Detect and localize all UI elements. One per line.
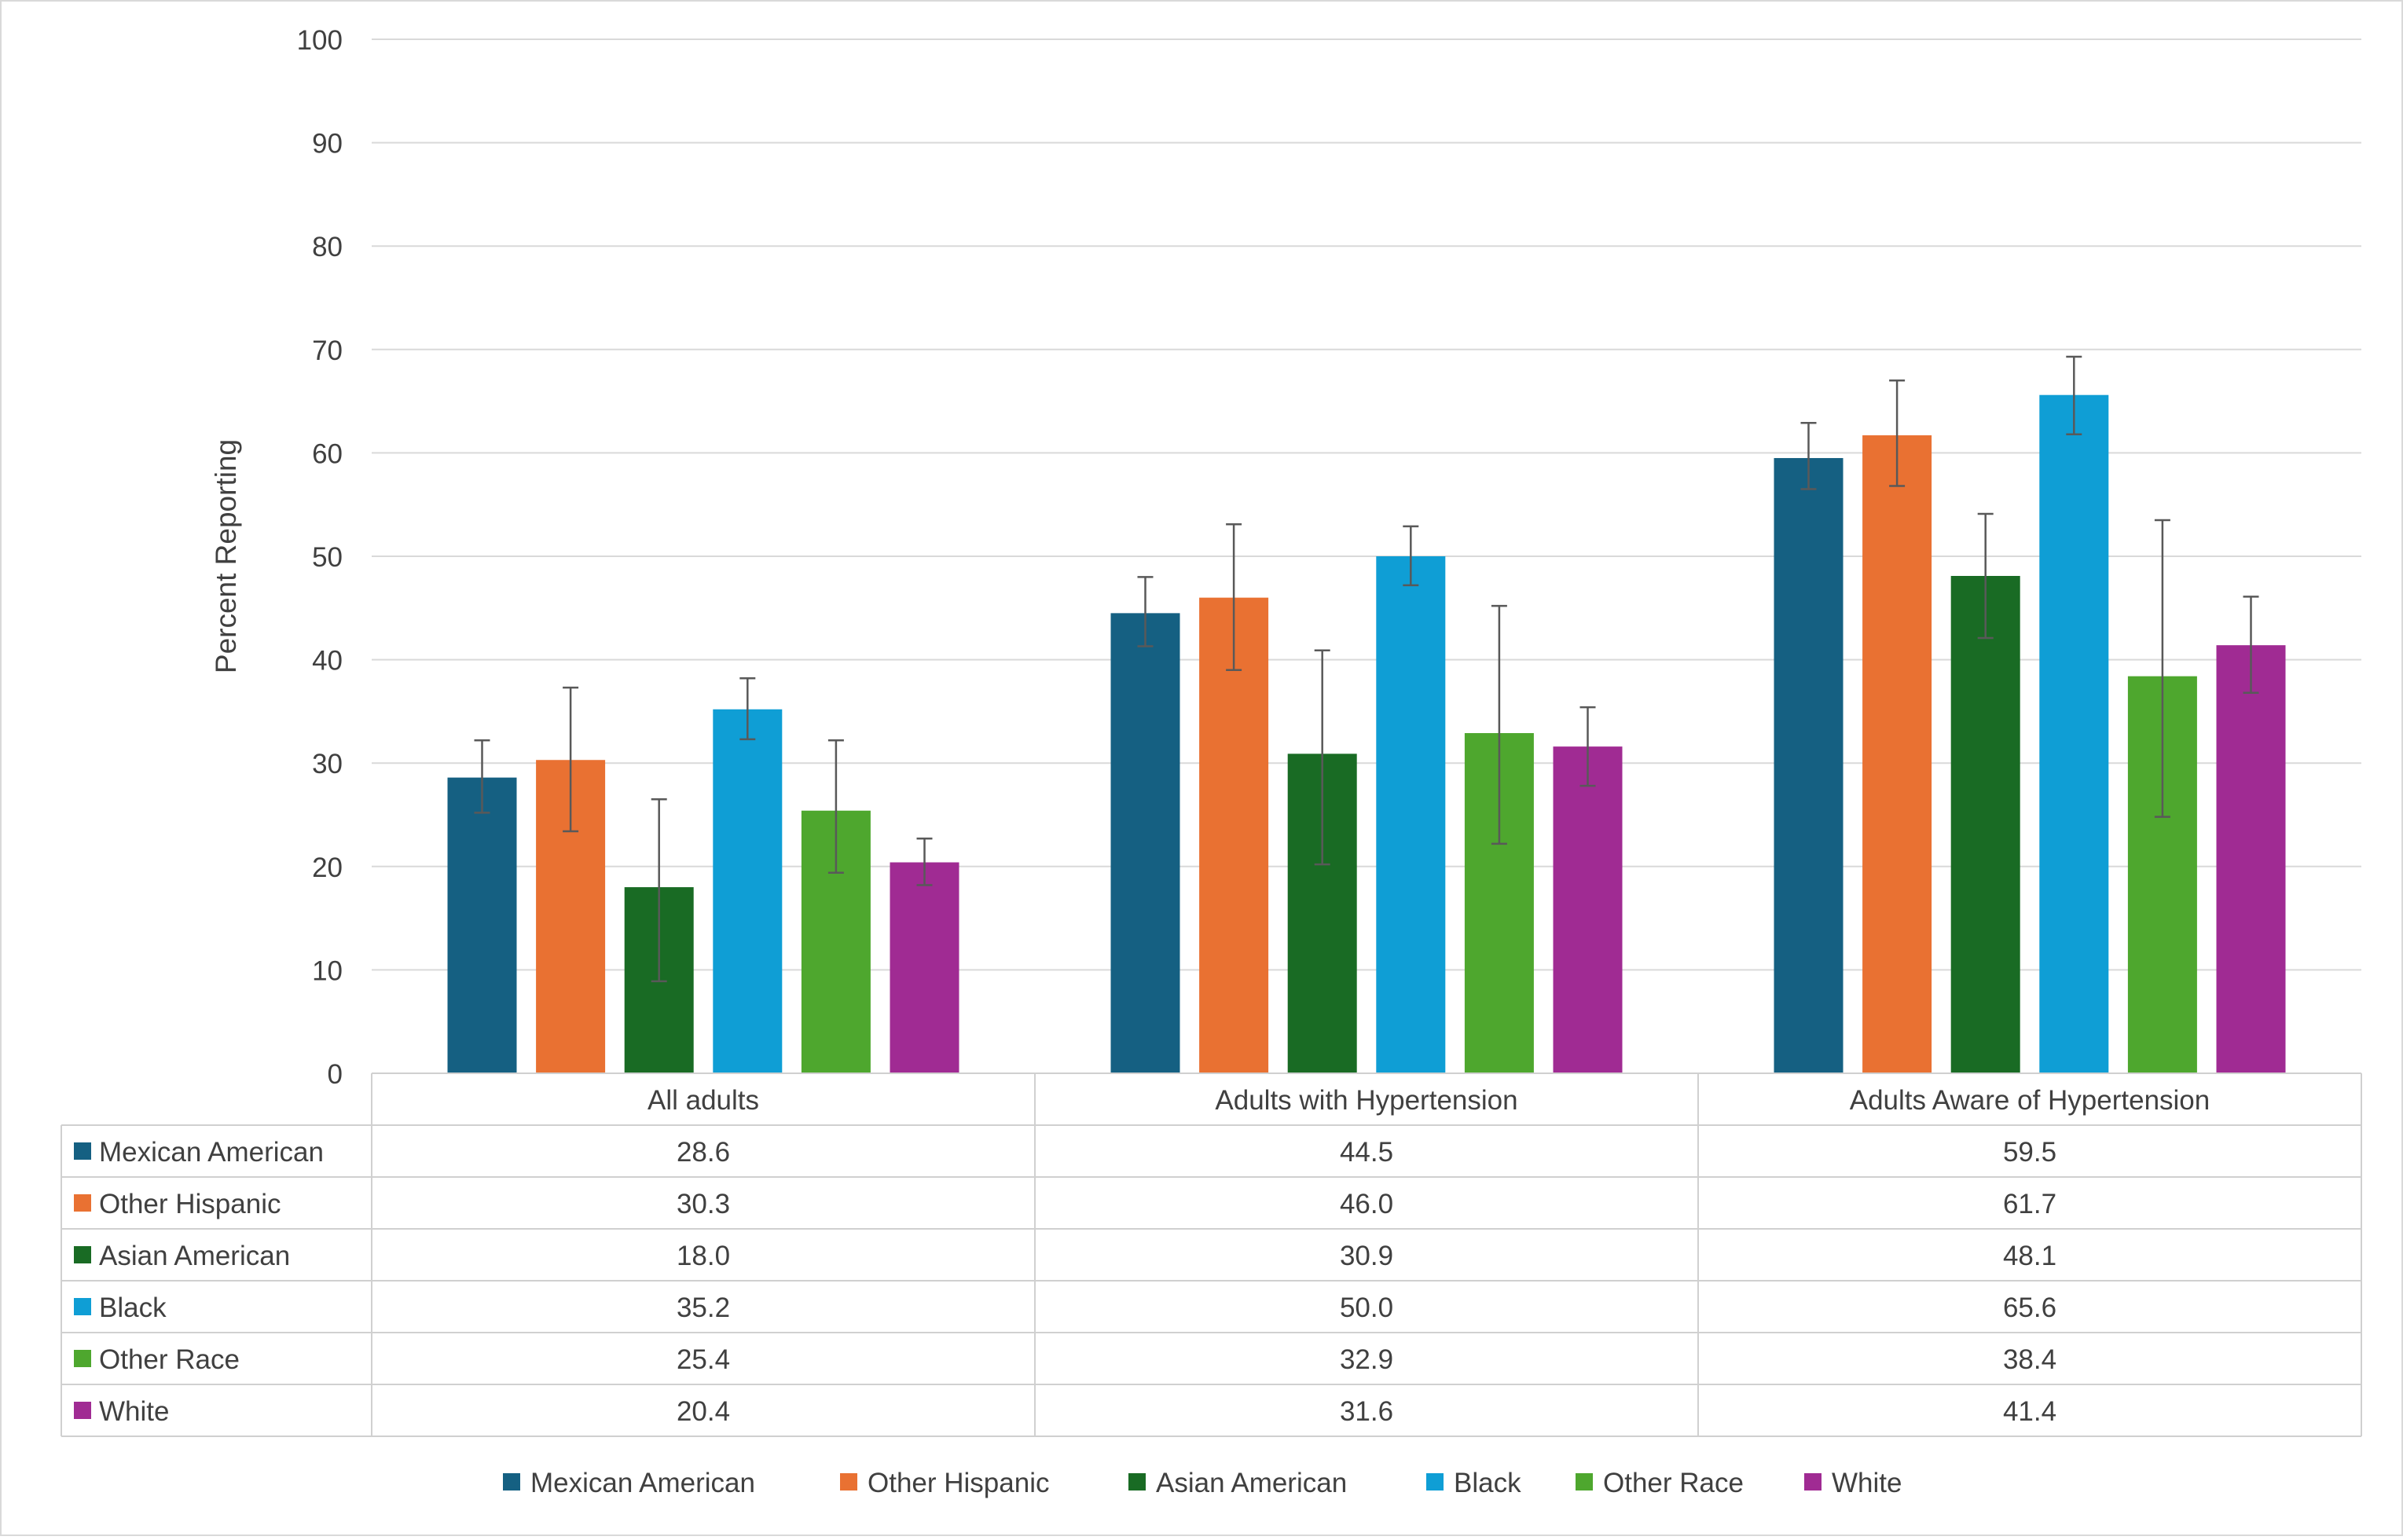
table-series-swatch: [74, 1246, 91, 1263]
y-tick-label: 100: [297, 25, 343, 56]
y-tick-label: 20: [312, 852, 343, 883]
table-value: 46.0: [1340, 1189, 1393, 1219]
legend-label: Other Race: [1603, 1468, 1744, 1498]
y-axis-ticks: 0 10 20 30 40 50 60 70 80 90 100: [297, 25, 343, 1090]
table-series-swatch: [74, 1402, 91, 1419]
legend-label: Asian American: [1156, 1468, 1347, 1498]
table-series-name: Other Hispanic: [99, 1189, 281, 1219]
bar: [1774, 457, 1844, 1073]
bar: [2039, 394, 2109, 1074]
bar: [890, 862, 959, 1073]
table-series-name: White: [99, 1396, 169, 1427]
table-value: 18.0: [677, 1241, 730, 1271]
table-value: 50.0: [1340, 1292, 1393, 1323]
y-tick-label: 80: [312, 232, 343, 262]
table-value: 48.1: [2003, 1241, 2056, 1271]
data-table: All adults Adults with Hypertension Adults…: [61, 1072, 2362, 1437]
bar: [1862, 435, 1932, 1073]
table-value: 65.6: [2003, 1292, 2056, 1323]
table-value: 35.2: [677, 1292, 730, 1323]
legend-swatch: [503, 1473, 520, 1490]
y-tick-label: 40: [312, 646, 343, 676]
category-label: All adults: [648, 1085, 759, 1116]
table-value: 30.3: [677, 1189, 730, 1219]
legend-swatch: [1804, 1473, 1822, 1490]
y-tick-label: 90: [312, 129, 343, 160]
bar: [2216, 645, 2286, 1073]
bar: [1950, 576, 2020, 1073]
table-series-name: Mexican American: [99, 1137, 324, 1168]
y-axis-label: Percent Reporting: [210, 439, 242, 673]
table-value: 28.6: [677, 1137, 730, 1168]
bar: [1110, 613, 1180, 1073]
legend-swatch: [1576, 1473, 1593, 1490]
table-series-swatch: [74, 1142, 91, 1160]
table-value: 44.5: [1340, 1137, 1393, 1168]
table-value: 25.4: [677, 1344, 730, 1375]
legend-swatch: [1426, 1473, 1444, 1490]
table-value: 20.4: [677, 1396, 730, 1427]
table-value: 32.9: [1340, 1344, 1393, 1375]
bar: [713, 709, 783, 1073]
table-value: 59.5: [2003, 1137, 2056, 1168]
table-value: 38.4: [2003, 1344, 2056, 1375]
category-label: Adults Aware of Hypertension: [1850, 1085, 2210, 1116]
table-series-swatch: [74, 1194, 91, 1212]
legend-label: Other Hispanic: [868, 1468, 1049, 1498]
table-series-swatch: [74, 1298, 91, 1315]
y-tick-label: 60: [312, 438, 343, 469]
category-label: Adults with Hypertension: [1215, 1085, 1517, 1116]
y-tick-label: 0: [328, 1059, 343, 1090]
legend-swatch: [840, 1473, 857, 1490]
bar: [1553, 746, 1623, 1073]
table-series-name: Asian American: [99, 1241, 290, 1271]
y-tick-label: 50: [312, 542, 343, 573]
y-tick-label: 10: [312, 955, 343, 986]
table-value: 41.4: [2003, 1396, 2056, 1427]
error-bars: [474, 355, 2259, 983]
legend-swatch: [1128, 1473, 1146, 1490]
y-tick-label: 70: [312, 336, 343, 366]
y-tick-label: 30: [312, 749, 343, 779]
table-series-swatch: [74, 1350, 91, 1367]
table-value: 30.9: [1340, 1241, 1393, 1271]
legend-label: Mexican American: [530, 1468, 755, 1498]
legend-label: White: [1832, 1468, 1902, 1498]
table-series-name: Black: [99, 1292, 167, 1323]
bar: [1199, 597, 1269, 1073]
bar: [1376, 556, 1446, 1073]
bar: [447, 777, 517, 1073]
table-value: 31.6: [1340, 1396, 1393, 1427]
legend-label: Black: [1454, 1468, 1521, 1498]
table-series-name: Other Race: [99, 1344, 240, 1375]
legend: Mexican American Other Hispanic Asian Amer…: [503, 1468, 1902, 1498]
table-value: 61.7: [2003, 1189, 2056, 1219]
